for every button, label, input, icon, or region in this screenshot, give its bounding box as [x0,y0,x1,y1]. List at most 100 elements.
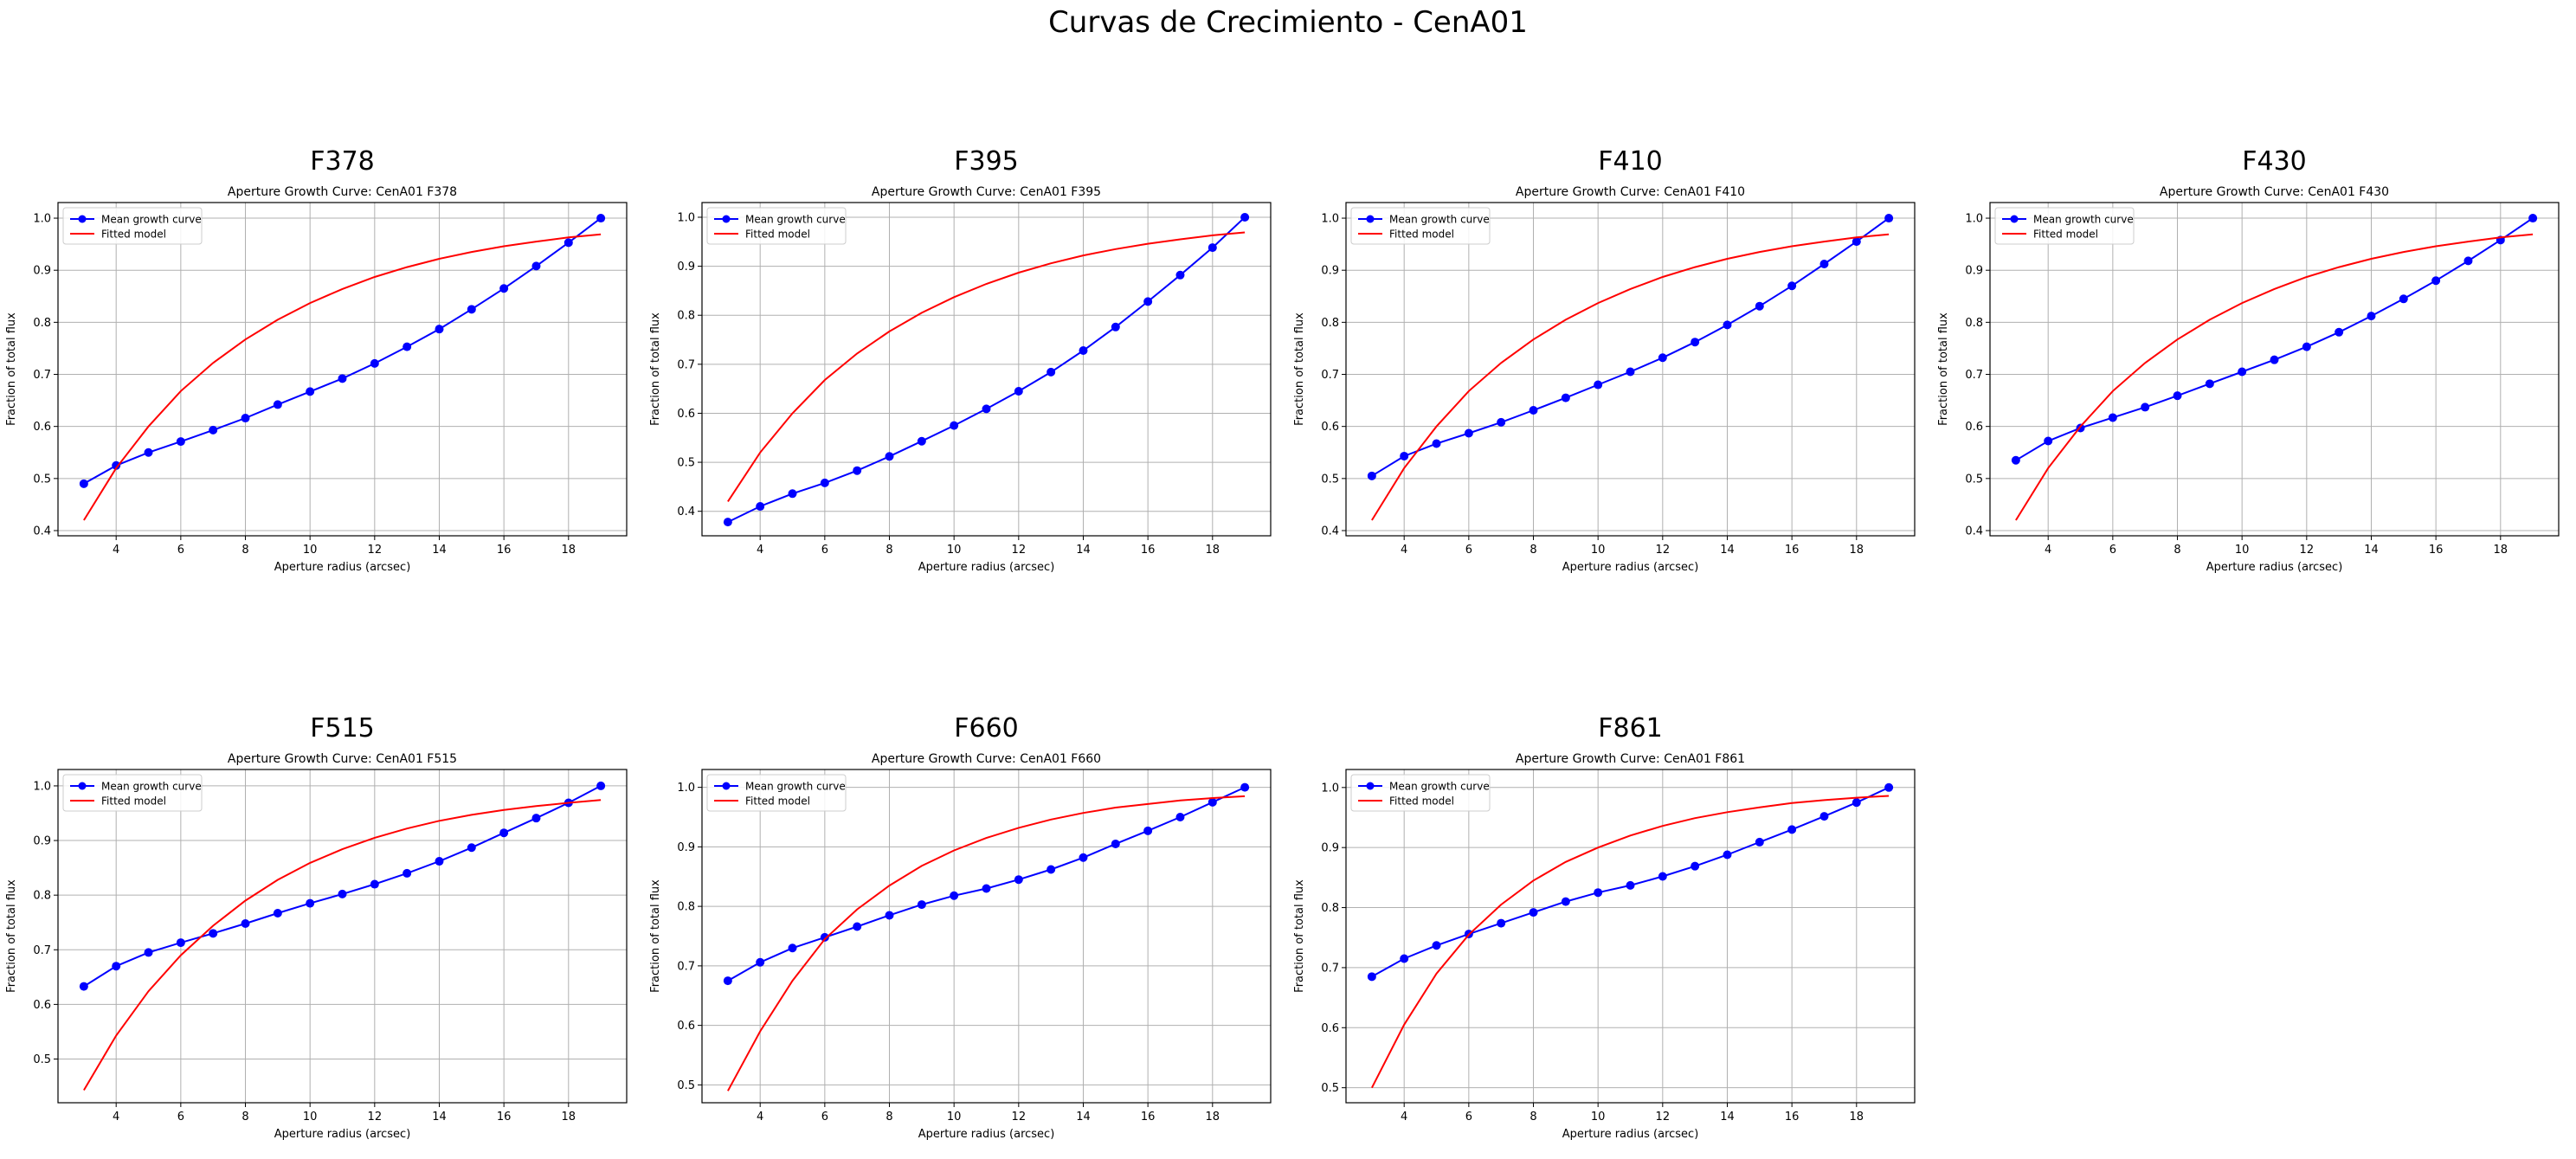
mean-growth-point [499,828,509,838]
legend-label: Fitted model [101,795,166,808]
mean-growth-point [467,305,476,314]
plot-area [58,769,627,1103]
legend-box [62,207,203,245]
y-tick-label: 0.5 [1321,473,1339,486]
panel-title: F430 [2242,146,2307,177]
axes-frame [1989,202,2560,537]
mean-growth-point [1175,813,1185,821]
y-tick-label: 0.8 [1321,317,1339,330]
axes-title: Aperture Growth Curve: CenA01 F395 [872,185,1101,199]
y-tick-label: 0.5 [1965,473,1983,486]
panel-title: F395 [954,146,1019,177]
x-tick-label: 18 [2494,544,2508,557]
x-tick-label: 16 [2429,544,2444,557]
x-tick-label: 16 [497,544,512,557]
mean-growth-point [1626,880,1635,890]
x-tick-label: 8 [242,1111,248,1124]
y-tick-label: 0.4 [1965,525,1983,538]
mean-growth-point [853,922,862,931]
x-tick-label: 6 [177,544,184,557]
mean-growth-point [917,900,926,910]
x-tick-label: 18 [562,544,576,557]
x-tick-label: 18 [1206,544,1220,557]
x-tick-label: 12 [1012,544,1027,557]
mean-growth-point [1561,897,1570,906]
legend-marker [722,782,731,790]
legend: Mean growth curve Fitted model [62,207,203,245]
x-tick-label: 4 [113,544,119,557]
mean-growth-point [1884,782,1894,792]
y-tick-label: 0.9 [33,835,51,848]
fitted-model-line [2015,233,2534,521]
x-tick-label: 8 [886,544,892,557]
mean-growth-point [596,214,606,223]
mean-growth-point [1111,839,1120,848]
y-axis-label: Fraction of total flux [649,312,662,426]
axes-frame [701,769,1272,1104]
mean-growth-point [241,414,250,423]
mean-growth-point [1432,439,1441,448]
x-tick-label: 18 [562,1111,576,1124]
mean-growth-point [209,425,218,435]
mean-growth-point [2270,355,2279,364]
mean-growth-point [531,261,541,271]
x-tick-label: 4 [757,1111,763,1124]
x-tick-label: 6 [821,1111,828,1124]
mean-growth-point [144,948,153,957]
x-tick-label: 18 [1850,1111,1864,1124]
legend-label: Fitted model [1389,795,1454,808]
mean-growth-point [402,342,412,351]
x-tick-label: 12 [368,544,383,557]
legend: Mean growth curve Fitted model [1350,207,1491,245]
y-tick-label: 0.7 [677,960,695,973]
subplot-f861: F861 Aperture Growth Curve: CenA01 F861 4 6… [1293,713,1916,1141]
mean-growth-point [756,957,765,967]
mean-growth-point [1723,320,1732,330]
y-tick-label: 0.8 [677,901,695,914]
legend-box [1994,207,2135,245]
legend: Mean growth curve Fitted model [62,774,203,812]
subplot-f395: F395 Aperture Growth Curve: CenA01 F395 4 6… [649,146,1272,574]
x-tick-label: 4 [113,1111,119,1124]
mean-growth-point [1240,212,1250,222]
y-tick-label: 0.6 [677,1020,695,1033]
y-tick-label: 0.9 [33,265,51,278]
x-tick-label: 12 [368,1111,383,1124]
mean-growth-point [2011,455,2020,465]
legend-label: Mean growth curve [101,214,202,226]
mean-growth-point [1240,782,1250,792]
legend-marker [78,215,87,223]
mean-growth-point [306,387,315,396]
y-tick-label: 0.6 [33,421,51,434]
fitted-model-line [727,231,1246,502]
axes-frame [57,202,628,537]
y-tick-label: 0.7 [1965,369,1983,382]
subplot-f515: F515 Aperture Growth Curve: CenA01 F515 4 6… [5,713,628,1141]
mean-growth-point [435,857,444,866]
mean-growth-point [112,962,121,971]
mean-growth-point [1658,872,1667,881]
mean-growth-point [79,982,88,991]
x-tick-label: 10 [1591,1111,1606,1124]
mean-growth-point [2044,436,2053,446]
fitted-model-line [1371,795,1890,1089]
legend-marker [1366,215,1375,223]
axes-title: Aperture Growth Curve: CenA01 F430 [2160,185,2389,199]
y-tick-label: 1.0 [677,782,695,795]
y-tick-label: 0.6 [1965,421,1983,434]
y-tick-label: 0.4 [33,525,51,538]
legend-marker [2010,215,2019,223]
axes-frame [57,769,628,1104]
mean-growth-point [1723,850,1732,860]
mean-growth-point [1755,837,1764,847]
x-tick-label: 16 [1141,544,1156,557]
axes-title: Aperture Growth Curve: CenA01 F378 [228,185,457,199]
x-tick-label: 8 [886,1111,892,1124]
x-tick-label: 16 [497,1111,512,1124]
y-tick-label: 0.9 [677,841,695,854]
axes-title: Aperture Growth Curve: CenA01 F660 [872,752,1101,766]
x-tick-label: 8 [1530,544,1536,557]
y-axis-label: Fraction of total flux [649,879,662,993]
y-tick-label: 0.5 [677,457,695,470]
plot-area [1990,203,2559,536]
